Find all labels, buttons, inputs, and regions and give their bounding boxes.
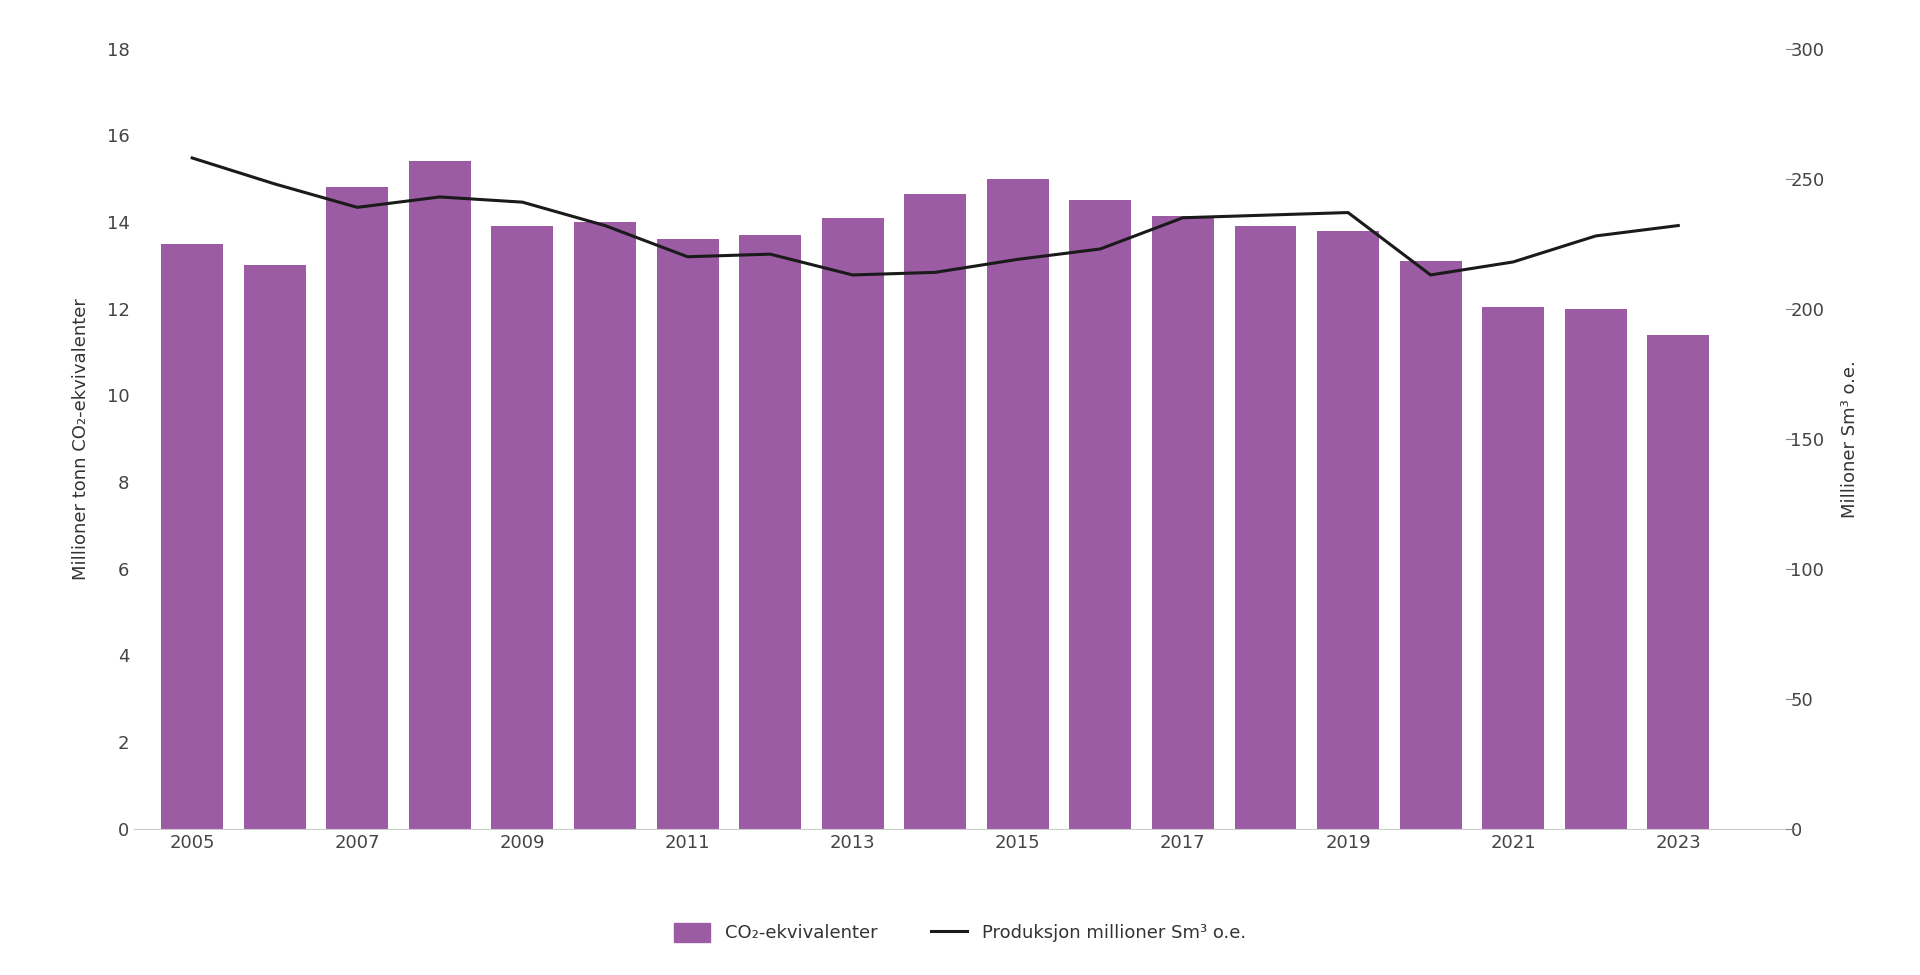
Bar (1235, 226, 1296, 829)
Bar (1482, 306, 1544, 829)
Bar (822, 217, 883, 829)
Bar (492, 226, 553, 829)
Bar (1565, 309, 1626, 829)
Bar (1152, 215, 1213, 829)
Y-axis label: Millioner Sm³ o.e.: Millioner Sm³ o.e. (1841, 360, 1859, 518)
Bar (739, 235, 801, 829)
Bar (574, 222, 636, 829)
Y-axis label: Millioner tonn CO₂-ekvivalenter: Millioner tonn CO₂-ekvivalenter (71, 297, 90, 580)
Bar (1400, 261, 1461, 829)
Legend: CO₂-ekvivalenter, Produksjon millioner Sm³ o.e.: CO₂-ekvivalenter, Produksjon millioner S… (666, 916, 1254, 950)
Bar (1317, 231, 1379, 829)
Bar (326, 187, 388, 829)
Bar (1647, 334, 1709, 829)
Bar (987, 178, 1048, 829)
Bar (409, 162, 470, 829)
Bar (1069, 201, 1131, 829)
Bar (657, 240, 718, 829)
Bar (161, 244, 223, 829)
Bar (244, 265, 305, 829)
Bar (904, 194, 966, 829)
